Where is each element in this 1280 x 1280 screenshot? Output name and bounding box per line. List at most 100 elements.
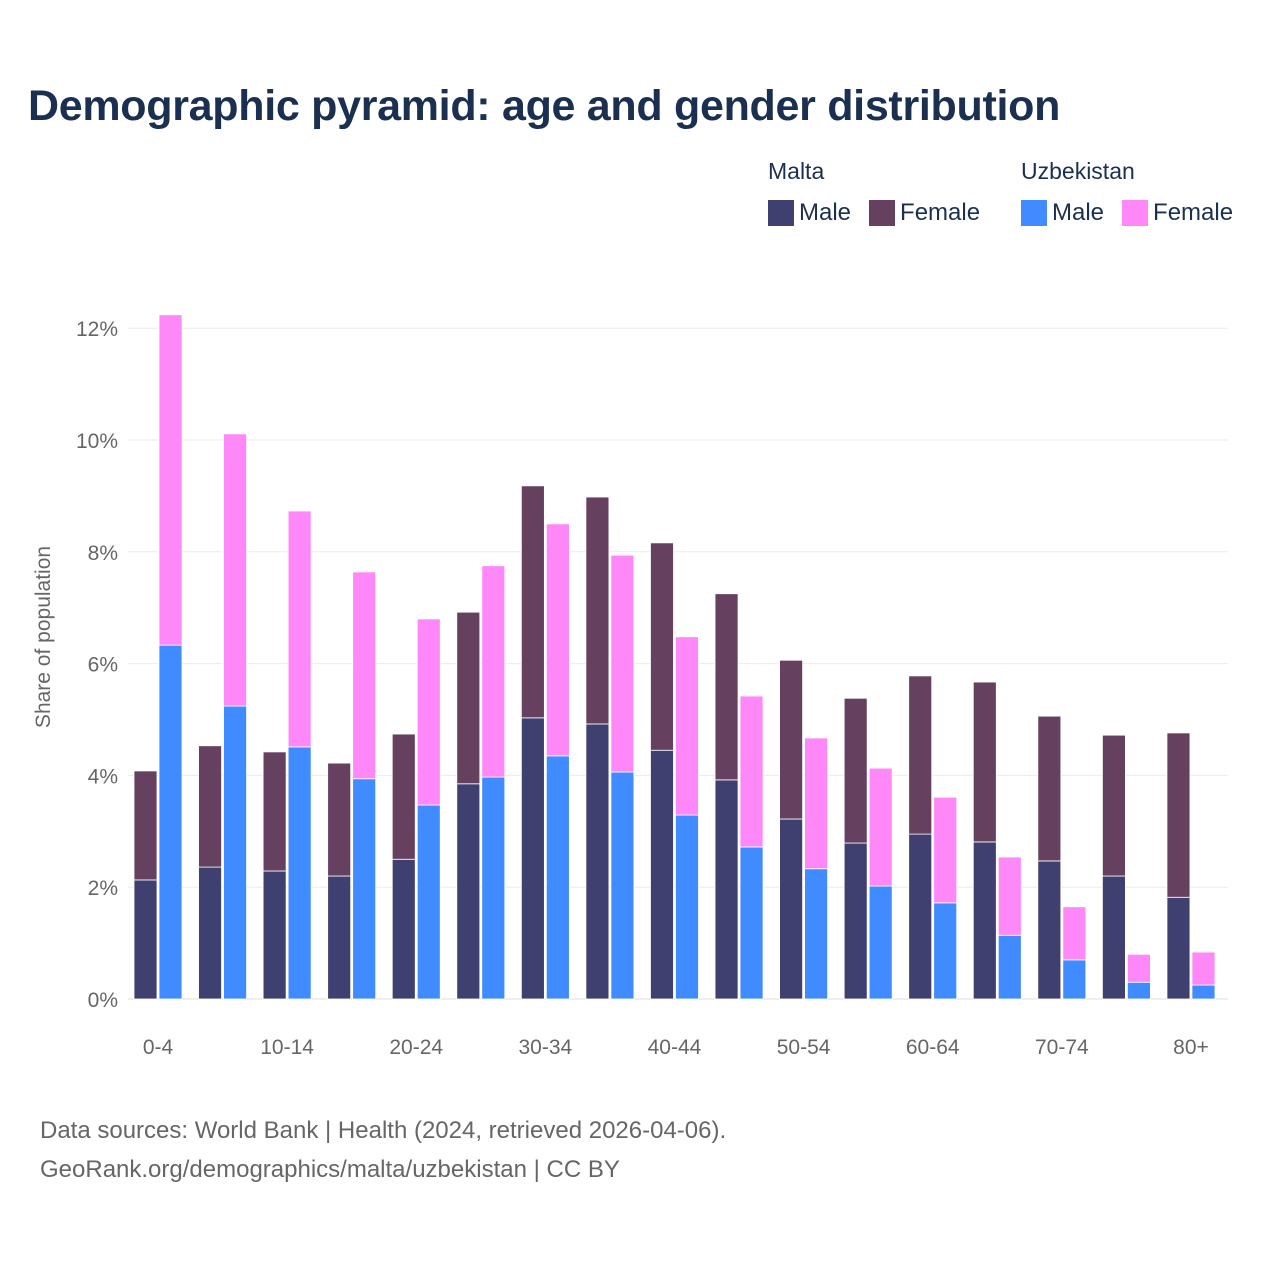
bar-malta-male-0-4 <box>133 879 158 1000</box>
bar-uzbekistan-male-45-49 <box>739 846 764 1000</box>
bar-uzbekistan-male-15-19 <box>352 778 377 1000</box>
legend-label: Female <box>900 199 981 226</box>
bar-malta-female-80+ <box>1166 732 1191 898</box>
chart-title: Demographic pyramid: age and gender dist… <box>28 82 1061 130</box>
y-tick-label: 6% <box>88 654 118 677</box>
bar-uzbekistan-male-55-59 <box>868 885 893 1000</box>
bar-uzbekistan-female-25-29 <box>481 565 506 778</box>
x-tick-label: 40-44 <box>648 1036 702 1059</box>
x-tick-label: 50-54 <box>777 1036 831 1059</box>
bar-malta-male-45-49 <box>714 779 739 1000</box>
bar-malta-female-75-79 <box>1102 734 1126 877</box>
source-link[interactable]: GeoRank.org/demographics/malta/uzbekista… <box>40 1156 620 1183</box>
bar-uzbekistan-female-35-39 <box>610 554 635 773</box>
y-tick-label: 4% <box>88 765 118 788</box>
bar-uzbekistan-male-65-69 <box>997 934 1022 1000</box>
legend-item-uzbekistan-male[interactable]: Male <box>1021 199 1104 227</box>
bar-malta-female-30-34 <box>520 485 545 719</box>
bar-uzbekistan-male-5-9 <box>223 705 247 1000</box>
bar-malta-male-50-54 <box>779 818 803 1000</box>
bar-uzbekistan-male-0-4 <box>158 644 183 1000</box>
bar-malta-male-75-79 <box>1102 875 1126 1000</box>
bar-uzbekistan-female-40-44 <box>675 636 699 816</box>
legend-swatch <box>1122 200 1149 226</box>
bar-malta-female-60-64 <box>908 675 933 835</box>
bar-uzbekistan-female-30-34 <box>545 523 570 757</box>
y-tick-label: 2% <box>88 877 118 900</box>
y-axis-label: Share of population <box>32 546 55 728</box>
legend-item-uzbekistan-female[interactable]: Female <box>1122 199 1233 227</box>
bar-malta-male-15-19 <box>327 875 352 1000</box>
bar-malta-female-15-19 <box>327 762 352 877</box>
bar-malta-male-60-64 <box>908 833 933 1000</box>
bar-uzbekistan-male-60-64 <box>933 902 958 1000</box>
bar-uzbekistan-male-20-24 <box>416 804 441 1000</box>
bar-malta-male-25-29 <box>456 783 481 1000</box>
bar-malta-male-30-34 <box>520 717 545 1000</box>
bar-malta-female-25-29 <box>456 611 481 785</box>
bar-uzbekistan-male-80+ <box>1191 984 1216 1000</box>
legend-group-uzbekistan: Uzbekistan Male Female <box>1021 158 1251 227</box>
bar-uzbekistan-female-70-74 <box>1062 906 1087 961</box>
x-tick-label: 60-64 <box>906 1036 960 1059</box>
bar-uzbekistan-male-10-14 <box>287 746 312 1000</box>
bar-uzbekistan-male-70-74 <box>1062 959 1087 1000</box>
y-tick-label: 10% <box>76 430 118 453</box>
bar-uzbekistan-female-5-9 <box>223 433 247 707</box>
x-tick-label: 20-24 <box>389 1036 443 1059</box>
bar-uzbekistan-male-50-54 <box>804 868 828 1000</box>
y-tick-label: 0% <box>88 989 118 1012</box>
bar-uzbekistan-female-15-19 <box>352 571 377 780</box>
bar-uzbekistan-female-60-64 <box>933 796 958 904</box>
bar-malta-male-5-9 <box>198 866 222 1000</box>
bar-uzbekistan-male-40-44 <box>675 814 699 1000</box>
legend-swatch <box>1021 200 1047 226</box>
bar-uzbekistan-male-35-39 <box>610 771 635 1000</box>
bar-malta-female-40-44 <box>650 542 674 751</box>
legend-group-title: Malta <box>768 158 825 184</box>
bar-uzbekistan-female-80+ <box>1191 951 1216 986</box>
y-tick-label: 12% <box>76 318 118 341</box>
bar-uzbekistan-female-10-14 <box>287 510 312 748</box>
bar-malta-female-70-74 <box>1037 715 1062 862</box>
bar-uzbekistan-female-50-54 <box>804 737 828 870</box>
bar-uzbekistan-female-75-79 <box>1127 953 1151 983</box>
bar-uzbekistan-male-30-34 <box>545 755 570 1000</box>
bar-uzbekistan-female-20-24 <box>416 618 441 806</box>
bar-malta-female-5-9 <box>198 745 222 868</box>
legend-item-malta-female[interactable]: Female <box>869 199 980 227</box>
bar-uzbekistan-male-25-29 <box>481 776 506 1000</box>
bar-malta-male-70-74 <box>1037 860 1062 1000</box>
y-tick-label: 8% <box>88 542 118 565</box>
bar-malta-female-65-69 <box>972 681 997 843</box>
bar-uzbekistan-female-65-69 <box>997 856 1022 936</box>
source-note: Data sources: World Bank | Health (2024,… <box>40 1117 727 1144</box>
bar-malta-male-10-14 <box>262 870 287 1000</box>
legend-label: Male <box>1052 199 1105 226</box>
bar-uzbekistan-female-55-59 <box>868 767 893 887</box>
legend-item-malta-male[interactable]: Male <box>768 199 851 227</box>
bar-malta-male-20-24 <box>391 858 416 1000</box>
bar-malta-male-40-44 <box>650 749 674 1000</box>
bar-malta-female-20-24 <box>391 733 416 860</box>
legend-swatch <box>869 200 896 226</box>
bar-malta-male-55-59 <box>843 842 868 1000</box>
bar-uzbekistan-female-0-4 <box>158 314 183 646</box>
x-tick-label: 10-14 <box>260 1036 314 1059</box>
legend-group-malta: Malta Male Female <box>768 158 998 227</box>
x-tick-label: 80+ <box>1173 1036 1209 1059</box>
x-tick-label: 30-34 <box>519 1036 573 1059</box>
bar-malta-female-35-39 <box>585 496 610 725</box>
bar-malta-male-35-39 <box>585 723 610 1000</box>
bar-malta-female-0-4 <box>133 770 158 881</box>
bar-malta-female-45-49 <box>714 593 739 781</box>
legend-group-title: Uzbekistan <box>1021 158 1135 184</box>
bar-uzbekistan-female-45-49 <box>739 695 764 848</box>
legend-swatch <box>768 200 794 226</box>
bar-malta-female-55-59 <box>843 697 868 844</box>
bar-malta-male-65-69 <box>972 841 997 1000</box>
bar-malta-female-10-14 <box>262 751 287 872</box>
bar-malta-female-50-54 <box>779 659 803 820</box>
